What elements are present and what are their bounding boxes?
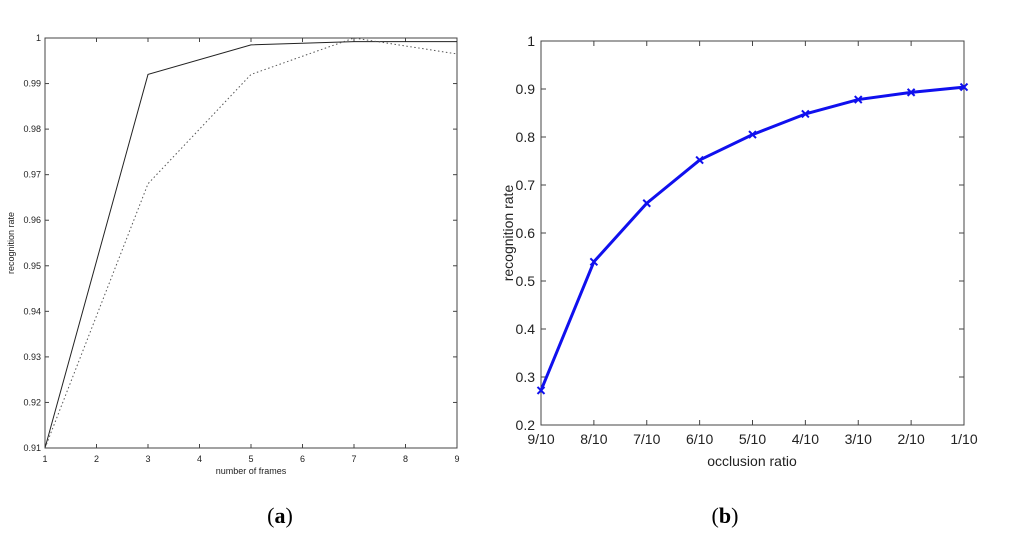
chart-b-ytick-label: 0.4: [516, 321, 536, 337]
chart-b: 9/10 8/10 7/10 6/10 5/10 4/10 3/10 2/10 1/10 0.2 0…: [500, 33, 978, 528]
chart-a-ytick-label: 0.96: [23, 215, 41, 225]
chart-b-point-marker: [959, 82, 969, 92]
chart-b-ytick-label: 0.8: [516, 129, 536, 145]
chart-b-xtick-label: 2/10: [898, 431, 925, 447]
chart-a: 1 2 3 4 5 6 7 8 9 0.91 0.92 0.93 0.94 0.95 0.96 0.97 0.9…: [6, 33, 460, 528]
chart-a-xtick-label: 6: [300, 454, 305, 464]
chart-b-marker-stroke: [959, 82, 969, 92]
chart-b-xtick-label: 7/10: [633, 431, 660, 447]
chart-a-ytick-label: 0.92: [23, 397, 41, 407]
chart-b-marker-stroke: [748, 130, 757, 139]
chart-a-series-dotted-line: [44, 37, 458, 449]
chart-b-ytick-label: 0.7: [516, 177, 536, 193]
chart-b-xtick-label: 1/10: [950, 431, 977, 447]
chart-b-point-marker: [642, 199, 651, 208]
chart-b-point-marker: [801, 109, 810, 119]
chart-b-marker-stroke: [589, 257, 599, 267]
chart-a-xtick-label: 9: [454, 454, 459, 464]
chart-a-ytick-label: 1: [36, 33, 41, 43]
chart-a-xtick-label: 8: [403, 454, 408, 464]
chart-b-point-marker: [906, 88, 916, 97]
chart-b-frame: [540, 40, 965, 426]
chart-b-marker-stroke: [906, 88, 916, 97]
chart-a-xtick-label: 1: [42, 454, 47, 464]
chart-b-xtick-label: 4/10: [792, 431, 819, 447]
chart-a-xlabel: number of frames: [216, 466, 287, 476]
chart-a-ytick-label: 0.91: [23, 443, 41, 453]
chart-b-ytick-label: 0.2: [516, 417, 536, 433]
chart-a-xtick-label: 7: [351, 454, 356, 464]
chart-b-ytick-label: 0.9: [516, 81, 536, 97]
chart-b-caption: (b): [712, 503, 739, 528]
chart-b-xtick-label: 9/10: [527, 431, 554, 447]
chart-b-point-marker: [536, 386, 546, 395]
chart-a-ytick-label: 0.98: [23, 124, 41, 134]
chart-b-ytick-label: 0.6: [516, 225, 536, 241]
chart-a-ytick-label: 0.95: [23, 261, 41, 271]
chart-b-marker-stroke: [854, 95, 863, 104]
chart-b-point-marker: [748, 130, 757, 139]
chart-b-point-marker: [854, 95, 863, 104]
chart-b-xtick-label: 8/10: [580, 431, 607, 447]
chart-a-xtick-label: 5: [248, 454, 253, 464]
chart-b-xtick-label: 6/10: [686, 431, 713, 447]
chart-b-point-marker: [589, 257, 599, 267]
chart-a-ytick-label: 0.97: [23, 170, 41, 180]
chart-b-xtick-label: 3/10: [845, 431, 872, 447]
chart-b-marker-stroke: [536, 386, 546, 395]
chart-b-marker-stroke: [801, 109, 810, 119]
chart-b-ytick-label: 0.5: [516, 273, 536, 289]
chart-a-ytick-label: 0.99: [23, 79, 41, 89]
chart-b-series-line: [539, 85, 965, 392]
chart-b-xtick-label: 5/10: [739, 431, 766, 447]
chart-a-xtick-label: 4: [197, 454, 202, 464]
chart-a-ytick-label: 0.93: [23, 352, 41, 362]
chart-a-frame: [44, 37, 458, 449]
chart-b-marker-stroke: [642, 199, 651, 208]
chart-a-caption: (a): [267, 503, 293, 528]
chart-b-ylabel: recognition rate: [500, 185, 516, 282]
chart-a-ytick-label: 0.94: [23, 306, 41, 316]
chart-a-ylabel: recognition rate: [6, 212, 16, 274]
chart-b-xlabel: occlusion ratio: [707, 453, 797, 469]
chart-a-xtick-label: 2: [94, 454, 99, 464]
chart-b-ytick-label: 1: [527, 33, 535, 49]
chart-a-series-solid-line: [44, 41, 457, 449]
chart-b-marker-stroke: [695, 155, 704, 165]
chart-a-xtick-label: 3: [145, 454, 150, 464]
chart-b-ytick-label: 0.3: [516, 369, 536, 385]
chart-b-point-marker: [695, 155, 704, 165]
